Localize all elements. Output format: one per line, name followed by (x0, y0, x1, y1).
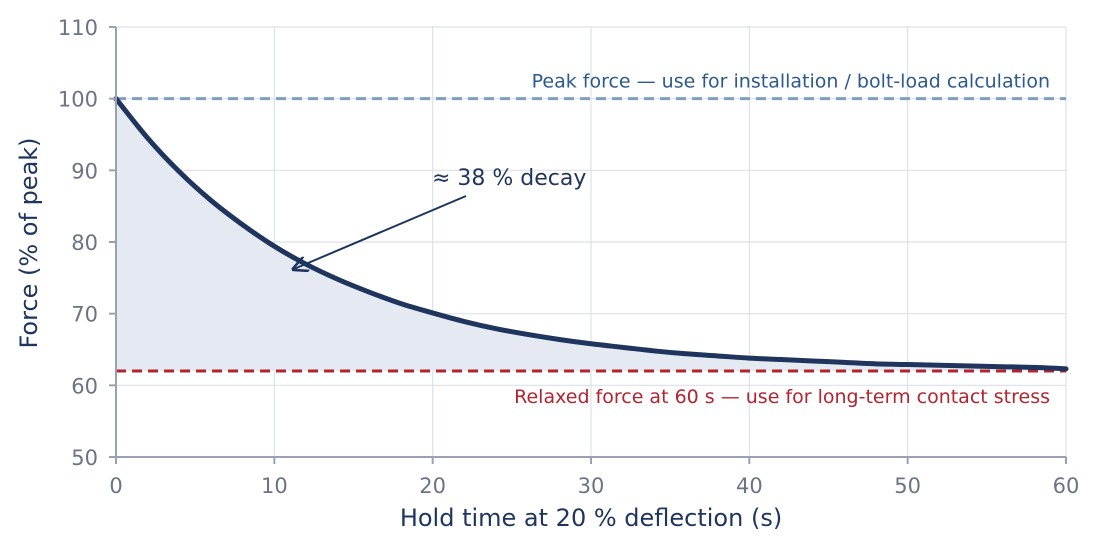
y-tick-label: 100 (58, 88, 98, 112)
reference-lines (116, 97, 1066, 373)
decay-area-fill (116, 98, 1066, 372)
x-tick-label: 60 (1053, 474, 1080, 498)
x-axis-title: Hold time at 20 % deflection (s) (400, 504, 782, 532)
peak-force-label: Peak force — use for installation / bolt… (532, 71, 1050, 93)
y-tick-label: 60 (71, 374, 98, 398)
y-tick-label: 70 (71, 303, 98, 327)
x-tick-label: 50 (894, 474, 921, 498)
horizontal-gridlines (116, 26, 1066, 386)
y-axis-title: Force (% of peak) (15, 137, 43, 348)
x-tick-label: 40 (736, 474, 763, 498)
decay-annotation-arrow (293, 195, 467, 269)
relaxed-force-label: Relaxed force at 60 s — use for long-ter… (514, 386, 1050, 408)
x-tick-label: 30 (578, 474, 605, 498)
y-tick-label: 110 (58, 16, 98, 40)
decay-annotation-label: ≈ 38 % decay (432, 166, 586, 191)
x-tick-label: 0 (109, 474, 122, 498)
force-decay-curve (113, 96, 1069, 372)
y-axis-ticks: 50 60 70 80 90 100 110 (58, 16, 116, 470)
y-tick-label: 80 (71, 231, 98, 255)
y-tick-label: 50 (71, 446, 98, 470)
y-tick-label: 90 (71, 159, 98, 183)
x-tick-label: 20 (419, 474, 446, 498)
x-tick-label: 10 (261, 474, 288, 498)
x-axis-ticks: 0 10 20 30 40 50 60 (109, 457, 1079, 498)
